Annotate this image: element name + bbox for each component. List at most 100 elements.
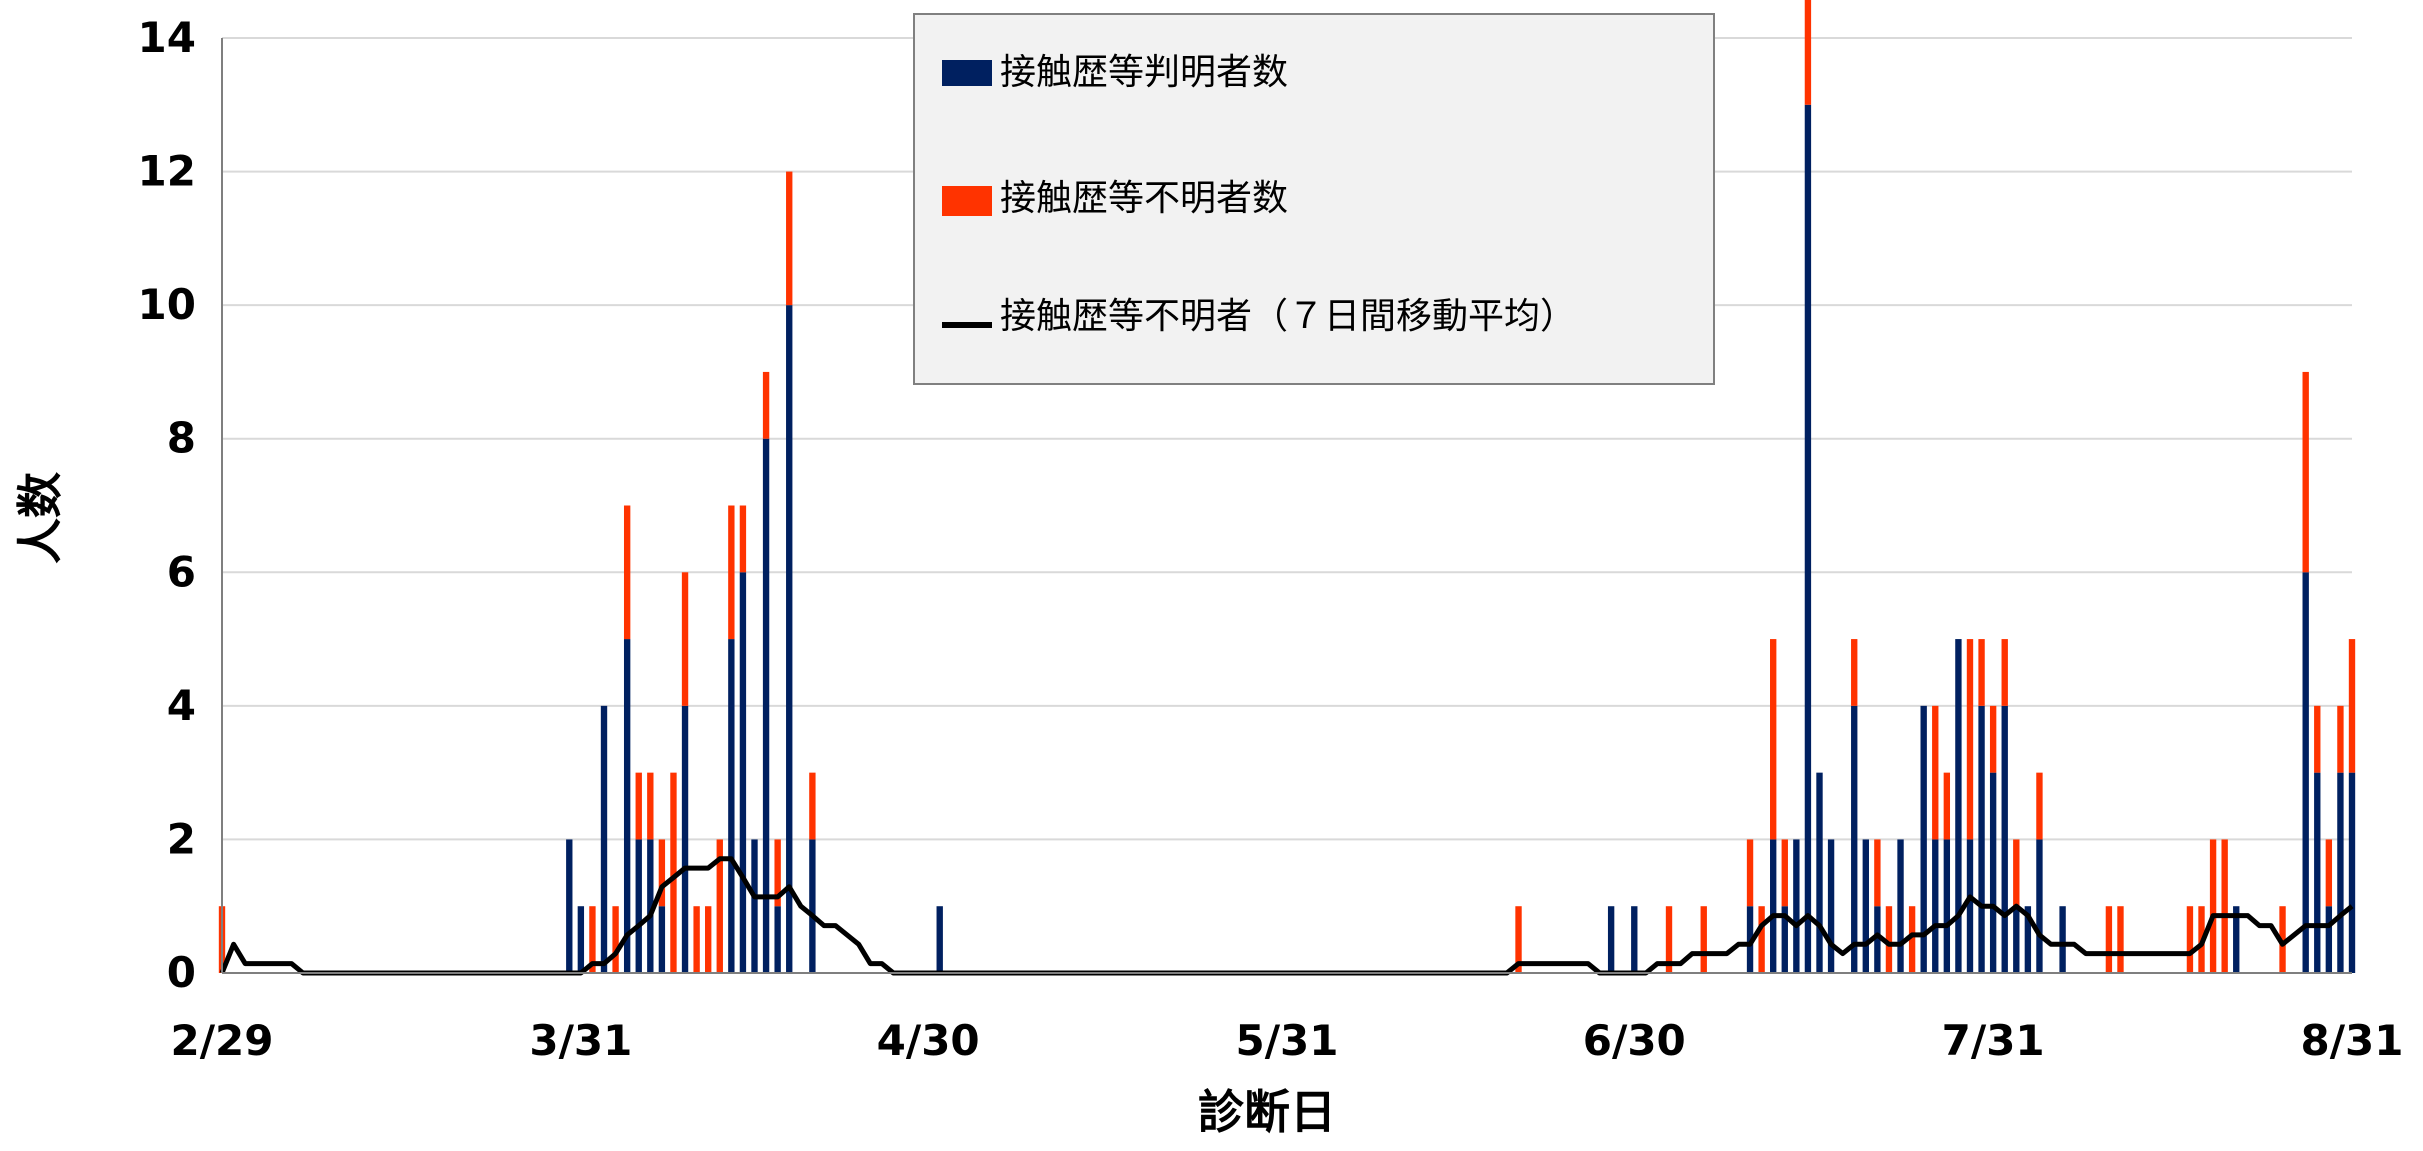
y-tick-label: 2 [167, 814, 196, 863]
bar-known [1851, 705, 1858, 973]
bar-unknown [670, 772, 677, 973]
bar-unknown [1978, 639, 1985, 706]
bar-unknown [681, 572, 689, 706]
bar-unknown [1770, 639, 1777, 840]
bar-known [1932, 839, 1939, 973]
y-axis-title: 人数 [13, 472, 67, 564]
x-tick-label: 7/31 [1942, 1016, 2045, 1065]
bar-unknown [728, 505, 735, 640]
bar-unknown [658, 839, 666, 907]
bar-known [751, 839, 758, 973]
legend-swatch-known [942, 60, 992, 86]
bar-unknown [2325, 839, 2333, 907]
bar-known [566, 839, 573, 973]
bar-unknown [612, 906, 619, 973]
moving-average-line [219, 856, 2354, 976]
bar-known [1989, 772, 1997, 973]
bar-known [1793, 839, 1800, 973]
bar-unknown [786, 171, 793, 306]
bar-known [2325, 906, 2333, 973]
bar-known [1966, 839, 1974, 973]
bar-unknown [1908, 906, 1916, 973]
bar-unknown [2221, 839, 2228, 973]
bar-unknown [809, 772, 816, 840]
bar-unknown [2337, 705, 2344, 773]
x-tick-label: 3/31 [529, 1016, 632, 1065]
bar-known [762, 438, 770, 973]
bar-known [647, 839, 654, 973]
bar-known [1607, 906, 1615, 973]
axes [221, 38, 2352, 974]
bar-known [2314, 772, 2321, 973]
legend-swatch-unknown [942, 186, 992, 216]
bar-known [600, 705, 608, 973]
bar-unknown [762, 371, 770, 439]
bar-known [623, 639, 631, 973]
bar-known [1978, 705, 1985, 973]
bar-unknown [1665, 906, 1673, 973]
y-tick-label: 4 [167, 681, 196, 730]
bar-known [1897, 839, 1904, 973]
bar-unknown [1746, 839, 1754, 907]
bar-unknown [1851, 639, 1858, 706]
bar-known [2001, 705, 2008, 973]
bar-known [577, 906, 585, 973]
bar-unknown [774, 839, 781, 907]
bar-unknown [1966, 639, 1974, 840]
x-tick-label: 2/29 [170, 1016, 273, 1065]
bar-unknown [2013, 839, 2020, 907]
bar-known [658, 906, 666, 973]
x-tick-labels: 2/29 3/31 4/30 5/31 6/30 7/31 8/31 [170, 1016, 2403, 1065]
bar-unknown [2209, 839, 2217, 973]
legend: 接触歴等判明者数 接触歴等不明者数 接触歴等不明者（７日間移動平均） [913, 13, 1715, 385]
bar-known [2233, 906, 2240, 973]
legend-label-known: 接触歴等判明者数 [1000, 52, 1288, 93]
bar-known [1631, 906, 1638, 973]
bar-known [2036, 839, 2043, 973]
bar-unknown [635, 772, 642, 840]
bar-known [1943, 839, 1951, 973]
bar-unknown [647, 772, 654, 840]
bar-unknown [739, 505, 747, 573]
bar-known [681, 705, 689, 973]
bar-known [2302, 572, 2309, 973]
bar-known [1770, 839, 1777, 973]
bar-unknown [2314, 705, 2321, 773]
bar-unknown [2001, 639, 2008, 706]
bar-known [1955, 639, 1962, 973]
x-tick-label: 8/31 [2300, 1016, 2403, 1065]
bar-unknown [623, 505, 631, 640]
legend-label-unknown: 接触歴等不明者数 [1000, 178, 1288, 219]
bar-unknown [2117, 906, 2124, 973]
bar-unknown [2348, 639, 2356, 773]
bar-known [774, 906, 781, 973]
bar-known [1816, 772, 1823, 973]
bar-known [1804, 104, 1812, 974]
y-tick-label: 6 [167, 547, 196, 596]
bar-known [2348, 772, 2356, 973]
y-tick-label: 8 [167, 414, 196, 463]
bar-unknown [2036, 772, 2043, 840]
bar-unknown [2302, 371, 2309, 573]
bar-unknown [1515, 906, 1522, 973]
y-tick-label: 12 [138, 147, 196, 196]
bar-known [936, 906, 943, 973]
bar-known [635, 839, 642, 973]
bar-unknown [1758, 906, 1765, 973]
bar-unknown [1885, 906, 1893, 973]
bar-known [1920, 705, 1927, 973]
bar-unknown [2186, 906, 2194, 973]
bar-unknown [1874, 839, 1881, 907]
bar-known [2024, 906, 2032, 973]
bar-unknown [705, 906, 712, 973]
bar-known [786, 305, 793, 974]
y-tick-label: 0 [167, 948, 196, 997]
legend-label-average: 接触歴等不明者（７日間移動平均） [1000, 296, 1576, 337]
bar-unknown [1700, 906, 1707, 973]
x-tick-label: 6/30 [1583, 1016, 1686, 1065]
bar-unknown [2105, 906, 2113, 973]
bar-known [1781, 906, 1788, 973]
bar-known [739, 572, 747, 973]
bar-unknown [589, 906, 596, 973]
